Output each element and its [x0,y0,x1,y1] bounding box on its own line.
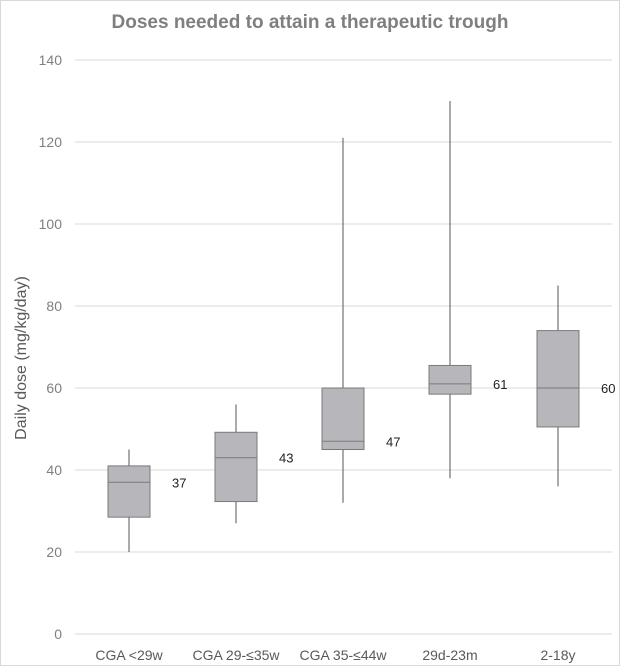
x-category-label-4: 2-18y [540,647,575,663]
y-tick-label-80: 80 [46,298,62,314]
y-tick-label-20: 20 [46,544,62,560]
chart-title: Doses needed to attain a therapeutic tro… [111,12,509,33]
y-tick-label-140: 140 [39,52,63,68]
x-category-label-0: CGA <29w [95,647,163,663]
box-2 [321,387,365,450]
box-0 [107,465,151,518]
y-tick-label-100: 100 [39,216,63,232]
x-category-label-3: 29d-23m [422,647,477,663]
y-tick-label-40: 40 [46,462,62,478]
box-3 [428,364,472,395]
y-tick-label-60: 60 [46,380,62,396]
x-category-label-1: CGA 29-≤35w [192,647,280,663]
box-1 [214,431,258,503]
box-4 [536,330,580,428]
median-label-1: 43 [279,451,293,466]
median-label-0: 37 [172,475,186,490]
y-tick-label-120: 120 [39,134,63,150]
x-category-label-2: CGA 35-≤44w [299,647,387,663]
y-tick-label-0: 0 [54,626,62,642]
median-label-3: 61 [493,377,507,392]
median-label-2: 47 [386,434,400,449]
median-label-4: 60 [601,381,615,396]
